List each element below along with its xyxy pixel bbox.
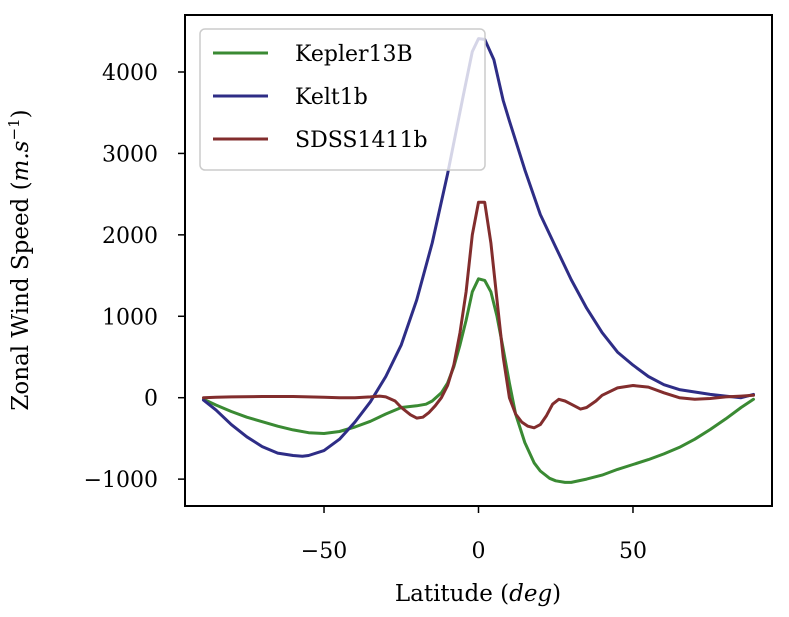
y-axis-ticks: −1000 0 1000 2000 3000 4000 [84, 61, 185, 493]
x-axis-ticks: −50 0 50 [301, 506, 647, 564]
legend-label-sdss1411b: SDSS1411b [295, 128, 428, 153]
legend-box [199, 28, 486, 171]
legend-label-kepler13b: Kepler13B [295, 42, 413, 67]
y-tick-label: 4000 [102, 61, 158, 86]
x-axis-label: Latitude (deg) [395, 581, 561, 607]
legend: Kepler13B Kelt1b SDSS1411b [199, 28, 486, 171]
y-tick-label: −1000 [84, 468, 158, 493]
y-tick-label: 0 [144, 387, 158, 412]
y-tick-label: 3000 [102, 142, 158, 167]
x-tick-label: 0 [472, 539, 486, 564]
series-line-kepler13b [202, 277, 755, 484]
plot-area-frame [184, 14, 773, 507]
y-axis-label: Zonal Wind Speed (m.s−1) [5, 109, 34, 410]
y-tick-label: 2000 [102, 224, 158, 249]
x-tick-label: −50 [301, 539, 347, 564]
legend-entries: Kepler13B Kelt1b SDSS1411b [213, 42, 428, 153]
y-tick-label: 1000 [102, 305, 158, 330]
x-tick-label: 50 [619, 539, 647, 564]
series-line-sdss1411b [202, 200, 755, 430]
legend-label-kelt1b: Kelt1b [295, 85, 368, 110]
